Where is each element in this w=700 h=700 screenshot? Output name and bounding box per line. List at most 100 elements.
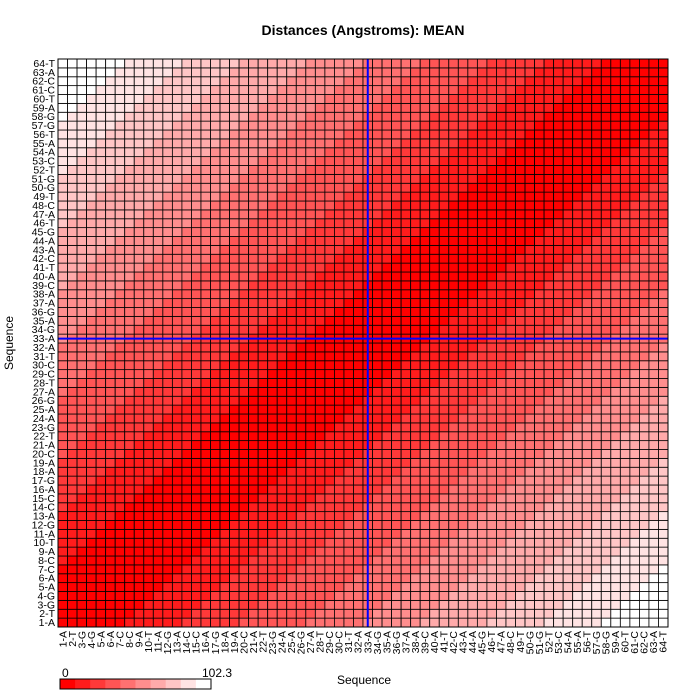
heatmap-cell bbox=[276, 307, 288, 317]
heatmap-cell bbox=[267, 191, 278, 202]
heatmap-cell bbox=[581, 520, 593, 530]
heatmap-cell bbox=[619, 528, 631, 539]
heatmap-cell bbox=[629, 599, 640, 610]
heatmap-cell bbox=[619, 404, 631, 415]
heatmap-cell bbox=[591, 120, 602, 131]
heatmap-cell bbox=[324, 608, 335, 619]
heatmap-cell bbox=[57, 457, 68, 468]
heatmap-cell bbox=[181, 138, 192, 149]
heatmap-cell bbox=[419, 449, 431, 459]
heatmap-cell bbox=[286, 76, 297, 87]
heatmap-cell bbox=[143, 120, 154, 131]
heatmap-cell bbox=[572, 173, 583, 184]
heatmap-cell bbox=[238, 422, 250, 433]
heatmap-cell bbox=[343, 431, 354, 442]
heatmap-cell bbox=[591, 617, 602, 628]
heatmap-cell bbox=[600, 582, 612, 592]
heatmap-cell bbox=[381, 120, 392, 131]
heatmap-cell bbox=[267, 608, 278, 619]
heatmap-cell bbox=[181, 573, 192, 584]
heatmap-cell bbox=[267, 289, 278, 300]
heatmap-cell bbox=[305, 227, 316, 237]
heatmap-cell bbox=[105, 209, 116, 220]
heatmap-cell bbox=[124, 360, 135, 371]
heatmap-cell bbox=[600, 191, 612, 202]
heatmap-cell bbox=[391, 138, 402, 149]
heatmap-cell bbox=[448, 209, 459, 220]
x-tick-label: 54-A bbox=[562, 631, 574, 653]
heatmap-cell bbox=[629, 369, 640, 379]
heatmap-cell bbox=[210, 591, 221, 601]
heatmap-cell bbox=[114, 591, 126, 601]
heatmap-cell bbox=[639, 58, 650, 69]
heatmap-cell bbox=[324, 94, 335, 104]
heatmap-cell bbox=[67, 227, 78, 237]
heatmap-cell bbox=[238, 386, 250, 397]
heatmap-cell bbox=[639, 138, 650, 149]
heatmap-cell bbox=[600, 617, 612, 628]
heatmap-cell bbox=[410, 236, 421, 246]
heatmap-cell bbox=[562, 608, 574, 619]
heatmap-cell bbox=[438, 546, 450, 557]
heatmap-cell bbox=[486, 511, 497, 521]
heatmap-cell bbox=[381, 315, 392, 326]
heatmap-cell bbox=[572, 564, 583, 575]
heatmap-cell bbox=[505, 431, 516, 442]
heatmap-cell bbox=[95, 351, 107, 362]
heatmap-cell bbox=[324, 573, 335, 584]
heatmap-cell bbox=[286, 307, 297, 317]
heatmap-cell bbox=[562, 466, 574, 477]
heatmap-cell bbox=[515, 608, 526, 619]
heatmap-cell bbox=[505, 111, 516, 122]
heatmap-cell bbox=[610, 200, 621, 211]
heatmap-cell bbox=[343, 449, 354, 459]
heatmap-cell bbox=[410, 58, 421, 69]
heatmap-cell bbox=[553, 227, 564, 237]
heatmap-cell bbox=[267, 58, 278, 69]
heatmap-cell bbox=[448, 599, 459, 610]
heatmap-cell bbox=[648, 466, 659, 477]
heatmap-cell bbox=[524, 449, 535, 459]
heatmap-cell bbox=[457, 564, 469, 575]
heatmap-cell bbox=[467, 227, 478, 237]
heatmap-cell bbox=[591, 537, 602, 548]
heatmap-cell bbox=[524, 227, 535, 237]
heatmap-cell bbox=[343, 440, 354, 450]
heatmap-cell bbox=[229, 165, 240, 175]
heatmap-cell bbox=[105, 120, 116, 131]
heatmap-cell bbox=[438, 147, 450, 158]
heatmap-cell bbox=[114, 449, 126, 459]
heatmap-cell bbox=[581, 236, 593, 246]
heatmap-cell bbox=[372, 182, 383, 193]
heatmap-cell bbox=[238, 58, 250, 69]
heatmap-cell bbox=[276, 378, 288, 388]
heatmap-cell bbox=[600, 351, 612, 362]
heatmap-cell bbox=[334, 165, 345, 175]
heatmap-cell bbox=[524, 156, 535, 166]
heatmap-cell bbox=[486, 573, 497, 584]
heatmap-cell bbox=[391, 253, 402, 264]
heatmap-cell bbox=[391, 156, 402, 166]
heatmap-cell bbox=[238, 528, 250, 539]
heatmap-cell bbox=[372, 475, 383, 486]
heatmap-cell bbox=[381, 111, 392, 122]
heatmap-cell bbox=[629, 58, 640, 69]
heatmap-cell bbox=[467, 484, 478, 495]
heatmap-cell bbox=[505, 475, 516, 486]
heatmap-cell bbox=[343, 475, 354, 486]
heatmap-cell bbox=[543, 502, 555, 513]
heatmap-cell bbox=[400, 573, 412, 584]
heatmap-cell bbox=[591, 129, 602, 140]
heatmap-cell bbox=[419, 351, 431, 362]
heatmap-cell bbox=[429, 182, 440, 193]
heatmap-cell bbox=[305, 466, 316, 477]
heatmap-cell bbox=[381, 404, 392, 415]
heatmap-cell bbox=[648, 440, 659, 450]
heatmap-cell bbox=[95, 156, 107, 166]
heatmap-cell bbox=[419, 147, 431, 158]
heatmap-cell bbox=[658, 58, 669, 69]
heatmap-cell bbox=[248, 209, 259, 220]
heatmap-cell bbox=[305, 378, 316, 388]
heatmap-cell bbox=[57, 218, 68, 229]
heatmap-cell bbox=[210, 617, 221, 628]
